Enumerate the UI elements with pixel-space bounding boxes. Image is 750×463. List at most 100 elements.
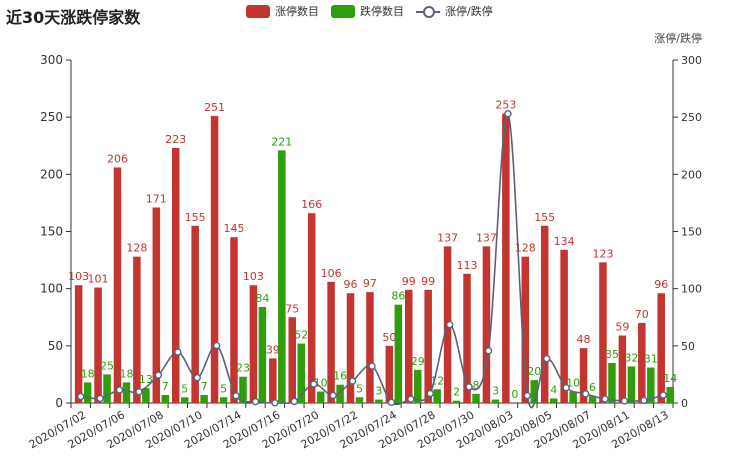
data-label-limit-down: 10 [314,377,328,390]
data-label-limit-up: 103 [68,270,89,283]
data-label-limit-down: 52 [294,329,308,342]
y-tick-label-left: 100 [40,282,63,296]
ratio-point [659,391,667,399]
bar-limit-up [327,281,335,403]
y-tick-label-left: 150 [40,225,63,239]
data-label-limit-down: 32 [624,351,638,364]
bar-limit-down [452,400,461,403]
data-label-limit-down: 8 [473,379,480,392]
data-label-limit-down: 18 [81,367,95,380]
legend-line-icon [416,4,440,18]
y-tick-label-right: 200 [681,168,702,181]
data-label-limit-up: 59 [615,321,629,334]
data-label-limit-up: 137 [476,231,497,244]
ratio-point [640,396,648,405]
y-tick-label-left: 50 [48,339,63,353]
ratio-point [212,341,221,350]
data-label-limit-up: 145 [223,222,244,235]
y-tick-label-right: 300 [681,54,702,67]
y-tick-label-left: 300 [40,53,63,67]
bar-limit-down [472,393,480,403]
bar-limit-down [569,391,577,403]
ratio-point [562,383,570,392]
bar-limit-up [657,293,665,403]
bar-limit-down [355,397,364,403]
legend-label-ratio: 涨停/跌停 [445,5,493,18]
data-label-limit-down: 23 [236,362,250,375]
legend-item-limit-up[interactable]: 涨停数目 [246,3,319,19]
bar-limit-down [297,343,305,403]
bar-limit-up [346,293,355,403]
y-tick-label-right: 100 [681,283,702,296]
bar-limit-up [113,167,122,403]
bar-limit-up [288,317,296,403]
ratio-point [290,397,299,406]
data-label-limit-down: 7 [201,380,208,393]
bar-limit-down [200,394,208,403]
data-label-limit-down: 4 [550,383,557,396]
bar-limit-up [269,358,277,403]
ratio-point [387,398,396,407]
legend-item-limit-down[interactable]: 跌停数目 [331,3,404,19]
ratio-point [310,380,318,388]
bar-limit-up [210,116,219,404]
data-label-limit-down: 35 [605,348,619,361]
ratio-point [445,320,454,329]
bar-limit-down [491,399,500,403]
data-label-limit-up: 253 [495,99,516,112]
data-label-limit-up: 166 [301,198,322,211]
bar-limit-down [142,388,150,403]
ratio-point [504,110,512,118]
data-label-limit-up: 106 [321,267,342,280]
data-label-limit-down: 7 [162,380,169,393]
bar-limit-up [249,285,258,403]
ratio-point [348,377,357,385]
ratio-point [407,395,415,403]
bar-limit-down [122,382,131,403]
bar-limit-up [521,256,530,403]
legend: 涨停数目 跌停数目 涨停/跌停 [246,3,505,19]
legend-swatch-limit-up [246,4,270,18]
chart-title: 近30天涨跌停家数 [6,8,141,27]
bar-limit-up [152,207,161,403]
bar-limit-down [647,367,655,403]
bar-limit-down [588,396,597,403]
data-label-limit-up: 75 [285,302,299,315]
data-label-limit-down: 84 [255,292,269,305]
data-label-limit-up: 39 [266,343,280,356]
bar-limit-down [219,397,228,403]
bar-limit-up [599,262,607,403]
data-label-limit-up: 113 [457,259,478,272]
bar-limit-up [638,322,646,403]
right-axis-name: 涨停/跌停 [654,32,702,45]
ratio-point [523,391,532,400]
bar-limit-up [405,289,413,403]
bar-limit-down [103,374,111,403]
bar-limit-up [191,225,199,403]
data-label-limit-up: 103 [243,270,264,283]
legend-label-limit-up: 涨停数目 [275,5,319,18]
legend-swatch-limit-down [331,4,355,18]
data-label-limit-down: 31 [644,353,658,366]
data-label-limit-down: 6 [589,381,596,394]
bar-limit-down [608,362,616,403]
data-label-limit-down: 5 [220,382,227,395]
data-label-limit-up: 50 [382,331,396,344]
legend-item-ratio[interactable]: 涨停/跌停 [416,3,493,19]
data-label-limit-down: 3 [375,385,382,398]
bar-limit-down [666,386,674,403]
bar-limit-up [540,225,549,403]
ratio-point [426,389,434,398]
data-label-limit-up: 99 [402,275,416,288]
ratio-point [484,347,493,355]
bar-limit-up [307,213,316,403]
ratio-point [174,348,182,356]
y-tick-label-left: 200 [40,167,63,181]
bar-limit-down [433,389,441,403]
ratio-point [543,354,551,363]
bar-limit-down [375,399,383,403]
y-tick-label-right: 250 [681,111,702,124]
data-label-limit-up: 137 [437,231,458,244]
y-tick-label-left: 250 [40,110,63,124]
